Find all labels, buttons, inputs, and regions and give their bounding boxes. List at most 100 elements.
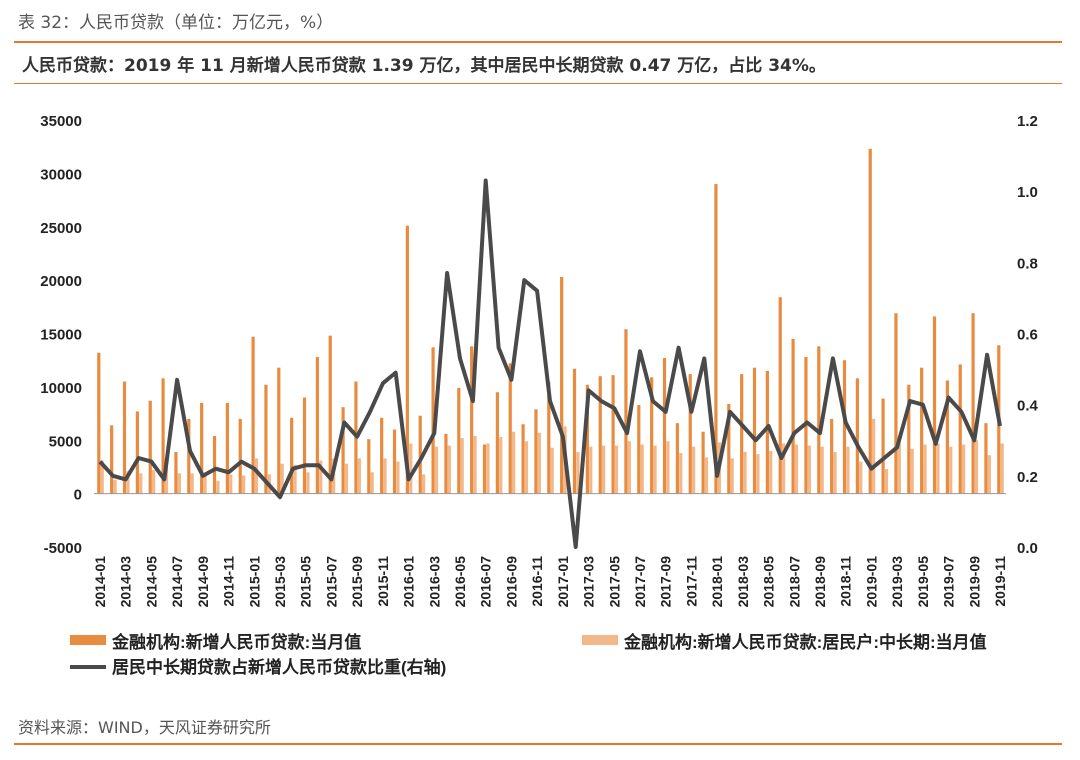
right-axis-tick-label: 0.4 <box>1017 398 1039 415</box>
x-axis-tick-label: 2016-11 <box>529 556 545 607</box>
bar-total <box>225 402 229 494</box>
bar-mortgage <box>820 446 824 494</box>
bar-mortgage <box>936 443 940 494</box>
bar-mortgage <box>666 441 670 494</box>
bar-total <box>740 374 744 494</box>
legend-label-ratio: 居民中长期贷款占新增人民币贷款比重(右轴) <box>112 657 446 677</box>
bar-mortgage <box>499 437 503 494</box>
left-axis-tick-label: 30000 <box>40 166 82 183</box>
x-axis-tick-label: 2019-03 <box>889 556 905 608</box>
x-axis-tick-label: 2017-03 <box>581 556 597 608</box>
bar-total <box>675 423 679 494</box>
bar-total <box>585 384 589 494</box>
bar-total <box>277 367 281 494</box>
bar-total <box>405 225 409 494</box>
bar-mortgage <box>229 474 233 494</box>
bar-mortgage <box>396 461 400 494</box>
bar-total <box>212 435 217 494</box>
left-axis-tick-label: 20000 <box>40 273 82 290</box>
bar-total <box>842 360 847 494</box>
bar-total <box>251 336 255 494</box>
bar-mortgage <box>434 446 439 494</box>
bar-total <box>380 417 384 494</box>
bar-total <box>290 417 294 494</box>
bar-total <box>174 451 178 494</box>
bar-mortgage <box>589 446 593 494</box>
x-axis-tick-label: 2014-05 <box>143 556 159 608</box>
bar-total <box>971 313 975 494</box>
bar-mortgage <box>216 480 220 494</box>
bar-mortgage <box>910 448 914 494</box>
bar-total <box>560 276 564 494</box>
legend-swatch-mortgage <box>582 635 618 645</box>
bar-total <box>161 378 165 494</box>
x-axis-tick-label: 2017-11 <box>683 556 699 607</box>
bar-mortgage <box>692 446 696 494</box>
bar-mortgage <box>203 474 207 494</box>
bar-mortgage <box>614 445 619 494</box>
series-total-bars <box>97 148 1001 494</box>
bar-total <box>457 387 461 494</box>
bar-mortgage <box>704 457 709 494</box>
bar-total <box>392 429 397 494</box>
bar-mortgage <box>949 446 953 494</box>
bar-mortgage <box>370 472 374 494</box>
x-axis-tick-label: 2018-03 <box>735 556 751 608</box>
bar-total <box>444 433 448 494</box>
right-axis-tick-label: 1.0 <box>1017 184 1038 201</box>
bar-mortgage <box>794 444 799 494</box>
bar-mortgage <box>576 451 580 494</box>
bar-total <box>341 407 345 494</box>
bar-mortgage <box>537 432 541 494</box>
right-axis-tick-labels: 0.0 0.2 0.4 0.6 0.8 1.0 1.2 <box>1017 113 1039 557</box>
bar-mortgage <box>293 464 297 494</box>
bar-mortgage <box>254 458 259 494</box>
bar-total <box>315 356 319 494</box>
bar-mortgage <box>460 438 464 494</box>
bar-mortgage <box>512 431 516 494</box>
x-axis-tick-label: 2015-05 <box>298 556 314 608</box>
bar-mortgage <box>126 471 130 494</box>
right-axis-tick-label: 0.8 <box>1017 255 1038 272</box>
bar-mortgage <box>923 444 927 494</box>
x-axis-tick-label: 2018-05 <box>761 556 777 608</box>
bar-total <box>637 405 641 494</box>
bar-total <box>431 347 435 494</box>
bar-total <box>752 367 757 494</box>
bar-total <box>984 423 988 494</box>
bar-total <box>470 346 474 494</box>
x-axis-tick-label: 2017-07 <box>632 556 648 608</box>
left-axis-tick-label: 10000 <box>40 380 82 397</box>
bar-total <box>547 381 551 494</box>
bar-total <box>894 313 898 494</box>
bar-total <box>624 329 628 494</box>
bar-total <box>611 375 615 494</box>
bar-mortgage <box>1000 443 1004 494</box>
x-axis-tick-label: 2014-09 <box>195 556 211 608</box>
bar-mortgage <box>242 475 246 494</box>
bar-total <box>598 376 602 494</box>
legend-swatch-total <box>70 635 106 645</box>
left-axis-tick-label: 5000 <box>49 433 82 450</box>
bar-total <box>521 424 525 494</box>
bar-total <box>495 392 499 494</box>
bar-mortgage <box>627 441 631 494</box>
bar-mortgage <box>730 458 734 494</box>
x-axis-tick-label: 2015-03 <box>272 556 288 608</box>
bar-mortgage <box>859 461 863 494</box>
bar-total <box>791 338 795 494</box>
bar-mortgage <box>807 445 811 494</box>
right-axis-tick-label: 1.2 <box>1017 113 1038 130</box>
bar-total <box>328 335 332 494</box>
right-axis-tick-label: 0.2 <box>1017 469 1038 486</box>
x-axis-tick-label: 2018-07 <box>786 556 802 608</box>
bar-mortgage <box>190 473 194 494</box>
x-axis-tick-label: 2016-01 <box>401 556 417 608</box>
bar-total <box>482 444 487 494</box>
bar-total <box>122 381 127 494</box>
bar-mortgage <box>524 441 529 494</box>
x-axis-tick-label: 2017-05 <box>606 556 622 608</box>
x-axis-tick-label: 2015-11 <box>375 556 391 607</box>
bar-mortgage <box>550 447 554 494</box>
bar-total <box>534 409 538 494</box>
